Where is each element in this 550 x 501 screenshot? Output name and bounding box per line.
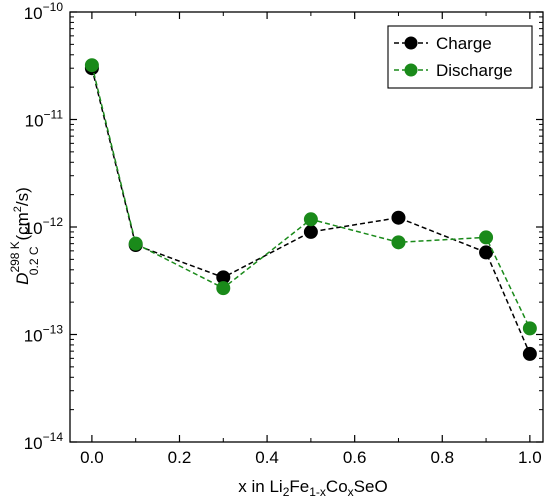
y-tick-label: 10−11 xyxy=(25,108,64,131)
series-line-charge xyxy=(91,68,531,355)
data-point-charge xyxy=(391,210,406,225)
data-point-discharge xyxy=(303,212,318,227)
y-axis-label: D298 K 0.2 C(cm2/s) xyxy=(8,187,41,285)
data-point-discharge xyxy=(216,281,231,296)
y-tick-label: 10−10 xyxy=(24,0,64,23)
x-tick-label: 0.4 xyxy=(255,448,279,467)
data-point-charge xyxy=(479,245,494,260)
legend-label-discharge: Discharge xyxy=(436,61,513,80)
data-point-discharge xyxy=(522,321,537,336)
data-point-discharge xyxy=(128,236,143,251)
x-tick-label: 0.2 xyxy=(168,448,192,467)
legend-label-charge: Charge xyxy=(436,34,492,53)
x-tick-label: 1.0 xyxy=(518,448,542,467)
x-tick-label: 0.0 xyxy=(80,448,104,467)
x-tick-label: 0.6 xyxy=(343,448,367,467)
x-axis-label: x in Li2Fe1-xCoxSeO xyxy=(238,477,387,499)
legend-marker-discharge xyxy=(404,63,418,77)
data-point-discharge xyxy=(391,235,406,250)
data-point-discharge xyxy=(84,58,99,73)
x-tick-label: 0.8 xyxy=(430,448,454,467)
y-tick-label: 10−12 xyxy=(24,215,64,238)
data-point-discharge xyxy=(479,230,494,245)
legend-box xyxy=(387,25,533,89)
legend: Charge Discharge xyxy=(387,25,533,89)
y-tick-label: 10−14 xyxy=(24,430,64,453)
axes: 0.0 0.2 0.4 0.6 0.8 1.0 10−10 10−11 10−12 10−13 10… xyxy=(24,0,544,467)
y-tick-label: 10−13 xyxy=(24,323,64,346)
legend-marker-charge xyxy=(404,36,418,50)
data-point-charge xyxy=(303,224,318,239)
plot-area xyxy=(84,58,537,361)
series-line-discharge xyxy=(91,65,531,329)
data-point-charge xyxy=(522,346,537,361)
